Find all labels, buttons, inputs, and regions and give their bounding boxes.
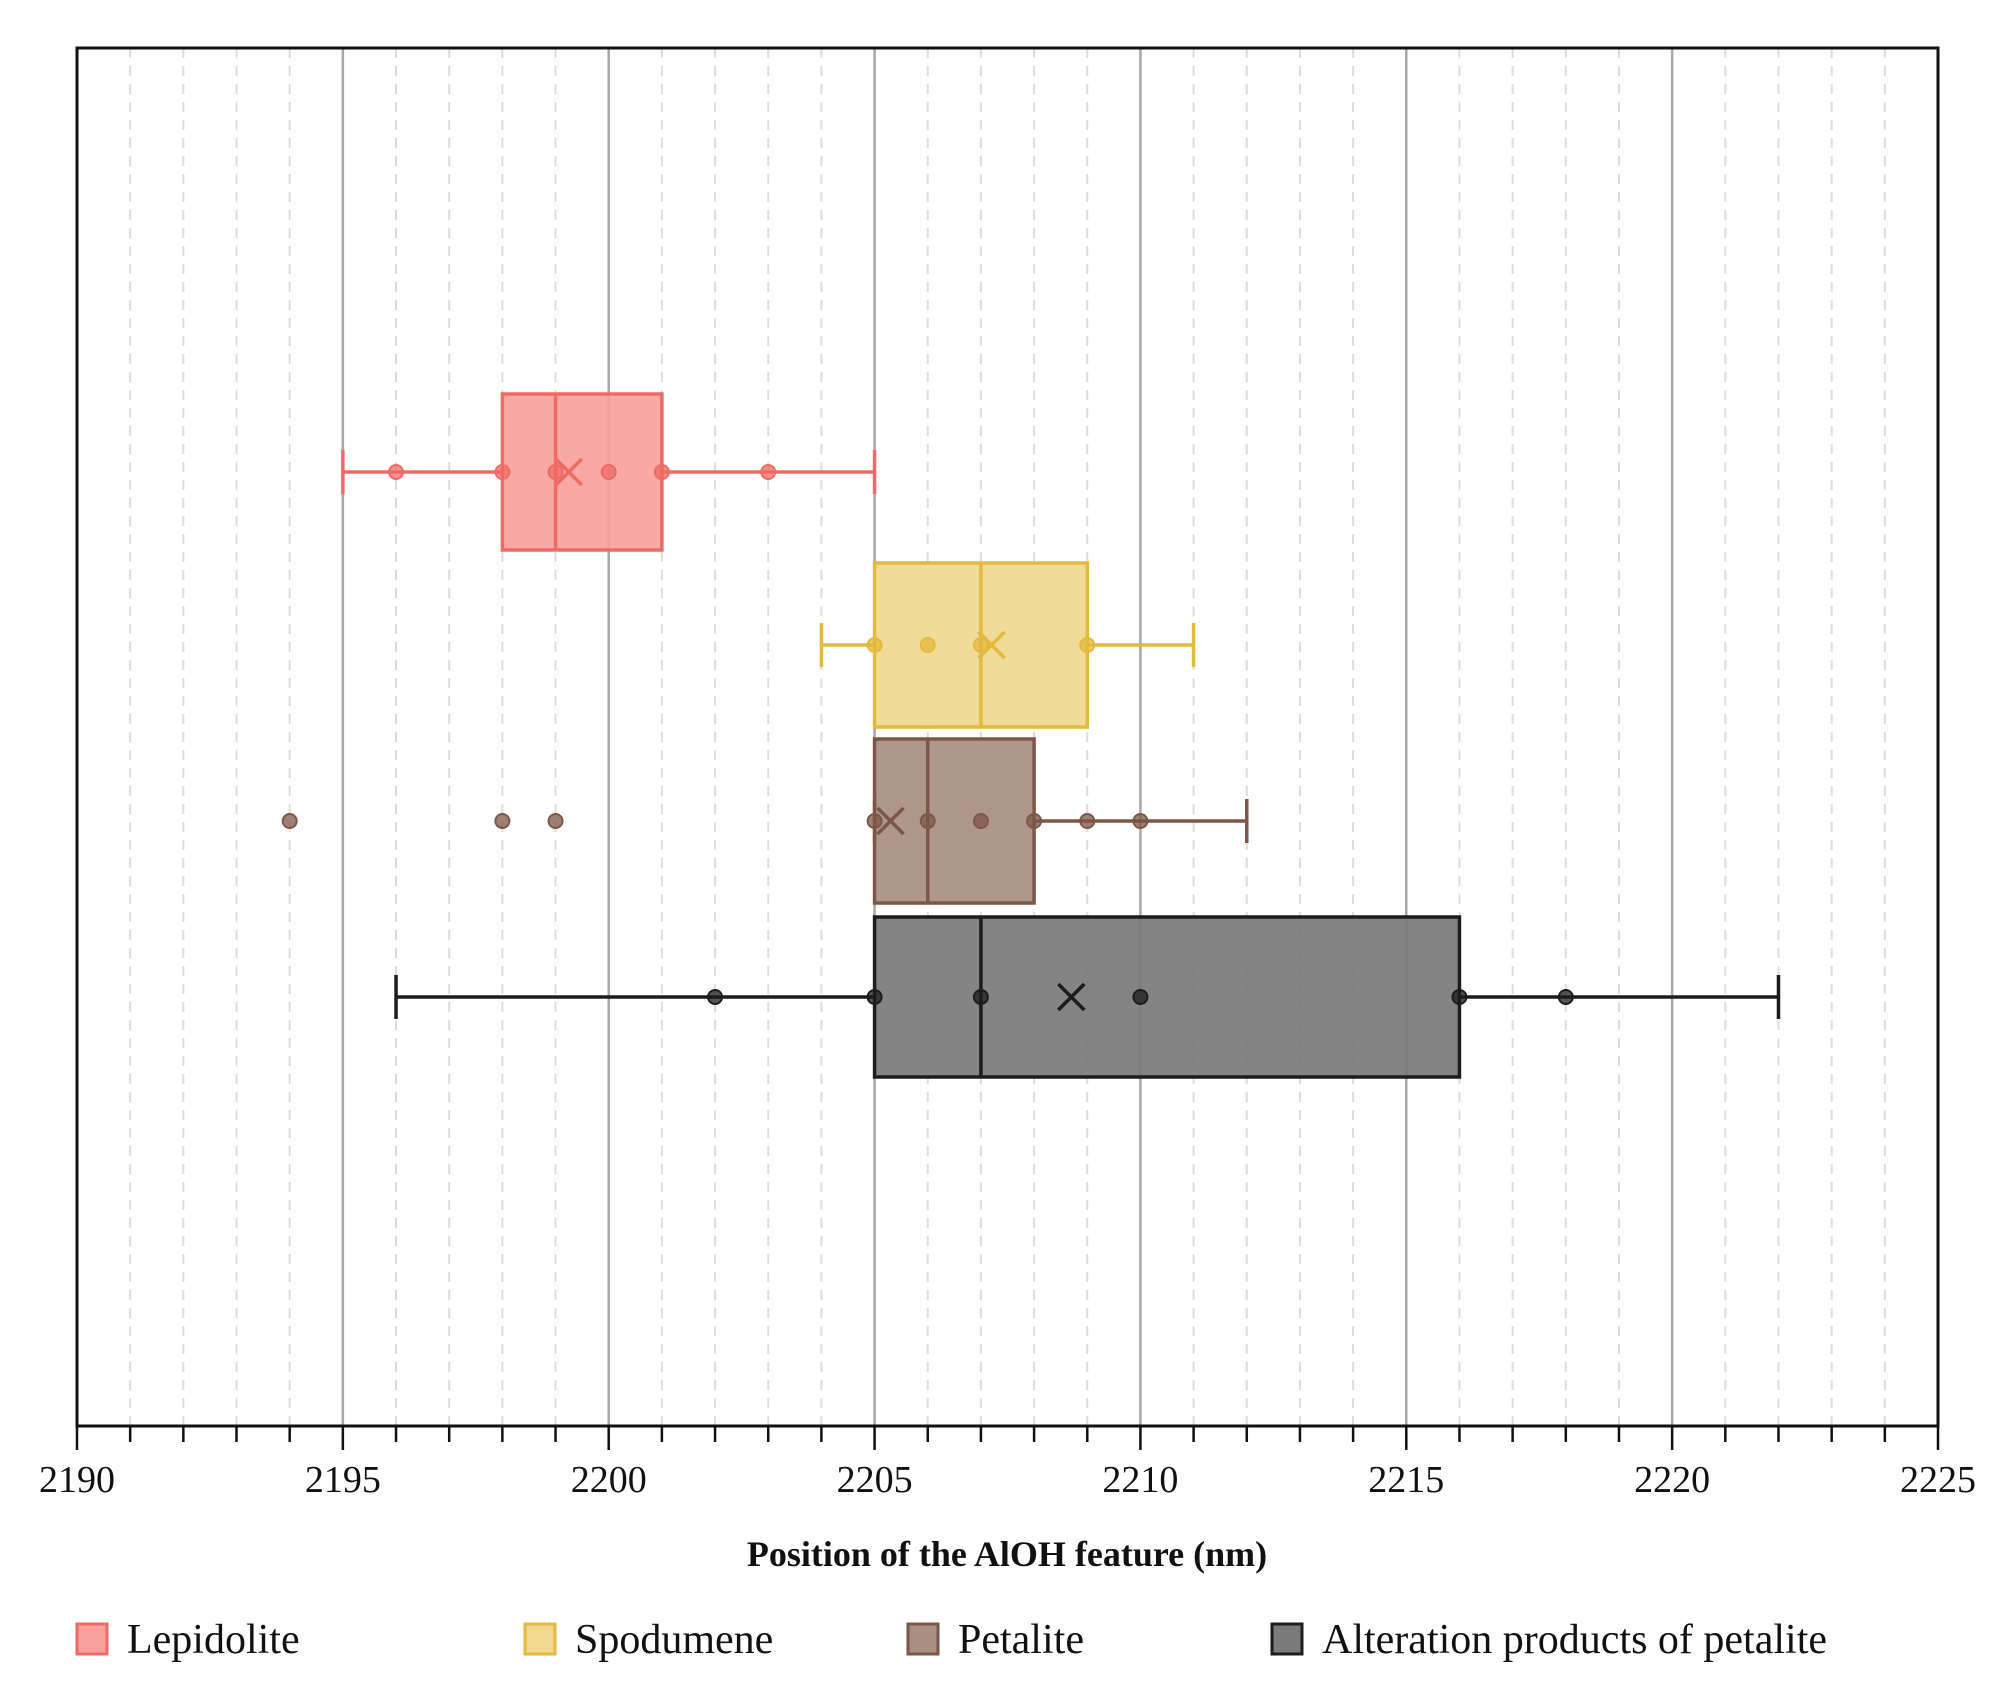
boxplot-lepidolite xyxy=(341,392,877,552)
data-point xyxy=(972,813,989,829)
legend-swatch xyxy=(75,1622,109,1656)
plot-frame xyxy=(75,46,1940,1428)
gridlines xyxy=(129,48,1886,1426)
mean-marker xyxy=(1057,982,1086,1012)
data-point xyxy=(866,813,883,829)
outlier-point xyxy=(281,813,298,829)
legend-swatch xyxy=(523,1622,557,1656)
outlier-point xyxy=(494,813,511,829)
legend-item-lepidolite: Lepidolite xyxy=(75,1617,300,1663)
data-point xyxy=(653,464,670,480)
mean-marker xyxy=(876,806,905,836)
mean-marker xyxy=(554,457,584,487)
data-point xyxy=(1026,813,1043,829)
x-tick-label: 2225 xyxy=(1900,1459,1976,1501)
boxplot-series xyxy=(281,392,1781,1079)
data-point xyxy=(919,813,936,829)
data-point xyxy=(1451,989,1468,1005)
box xyxy=(500,392,664,552)
legend: Lepidolite Spodumene Petalite Alteration pr… xyxy=(75,1617,1827,1663)
mean-marker xyxy=(977,630,1006,660)
x-tick-label: 2200 xyxy=(571,1459,647,1501)
boxplot-alteration-products-of-petalite xyxy=(394,915,1781,1079)
data-point xyxy=(388,464,405,480)
boxplot-petalite xyxy=(281,737,1249,905)
box xyxy=(872,737,1036,905)
legend-label: Alteration products of petalite xyxy=(1322,1617,1827,1663)
legend-item-spodumene: Spodumene xyxy=(523,1617,773,1663)
data-point xyxy=(1557,989,1574,1005)
boxplot-spodumene xyxy=(819,561,1196,729)
box xyxy=(872,915,1462,1079)
x-tick-label: 2205 xyxy=(837,1459,913,1501)
data-point xyxy=(1079,637,1096,653)
x-axis-title: Position of the AlOH feature (nm) xyxy=(747,1534,1267,1574)
outlier-point xyxy=(547,813,564,829)
data-point xyxy=(1132,813,1149,829)
legend-label: Lepidolite xyxy=(127,1617,300,1663)
x-tick-label: 2215 xyxy=(1368,1459,1444,1501)
x-axis: 2190 2195 2200 2205 2210 2215 2220 2225 xyxy=(39,1426,1976,1501)
data-point xyxy=(866,637,883,653)
data-point xyxy=(494,464,511,480)
x-tick-label: 2190 xyxy=(39,1459,115,1501)
x-tick-label: 2195 xyxy=(305,1459,381,1501)
legend-label: Petalite xyxy=(958,1617,1084,1663)
data-point xyxy=(547,464,564,480)
legend-item-alteration-products-of-petalite: Alteration products of petalite xyxy=(1270,1617,1827,1663)
legend-swatch xyxy=(906,1622,940,1656)
legend-label: Spodumene xyxy=(575,1617,773,1663)
x-tick-label: 2210 xyxy=(1102,1459,1178,1501)
data-point xyxy=(760,464,777,480)
legend-swatch xyxy=(1270,1622,1304,1656)
data-point xyxy=(1079,813,1096,829)
data-point xyxy=(600,464,617,480)
data-point xyxy=(707,989,724,1005)
data-point xyxy=(972,637,989,653)
data-point xyxy=(972,989,989,1005)
data-point xyxy=(866,989,883,1005)
x-tick-label: 2220 xyxy=(1634,1459,1710,1501)
data-point xyxy=(1132,989,1149,1005)
data-point xyxy=(919,637,936,653)
legend-item-petalite: Petalite xyxy=(906,1617,1084,1663)
